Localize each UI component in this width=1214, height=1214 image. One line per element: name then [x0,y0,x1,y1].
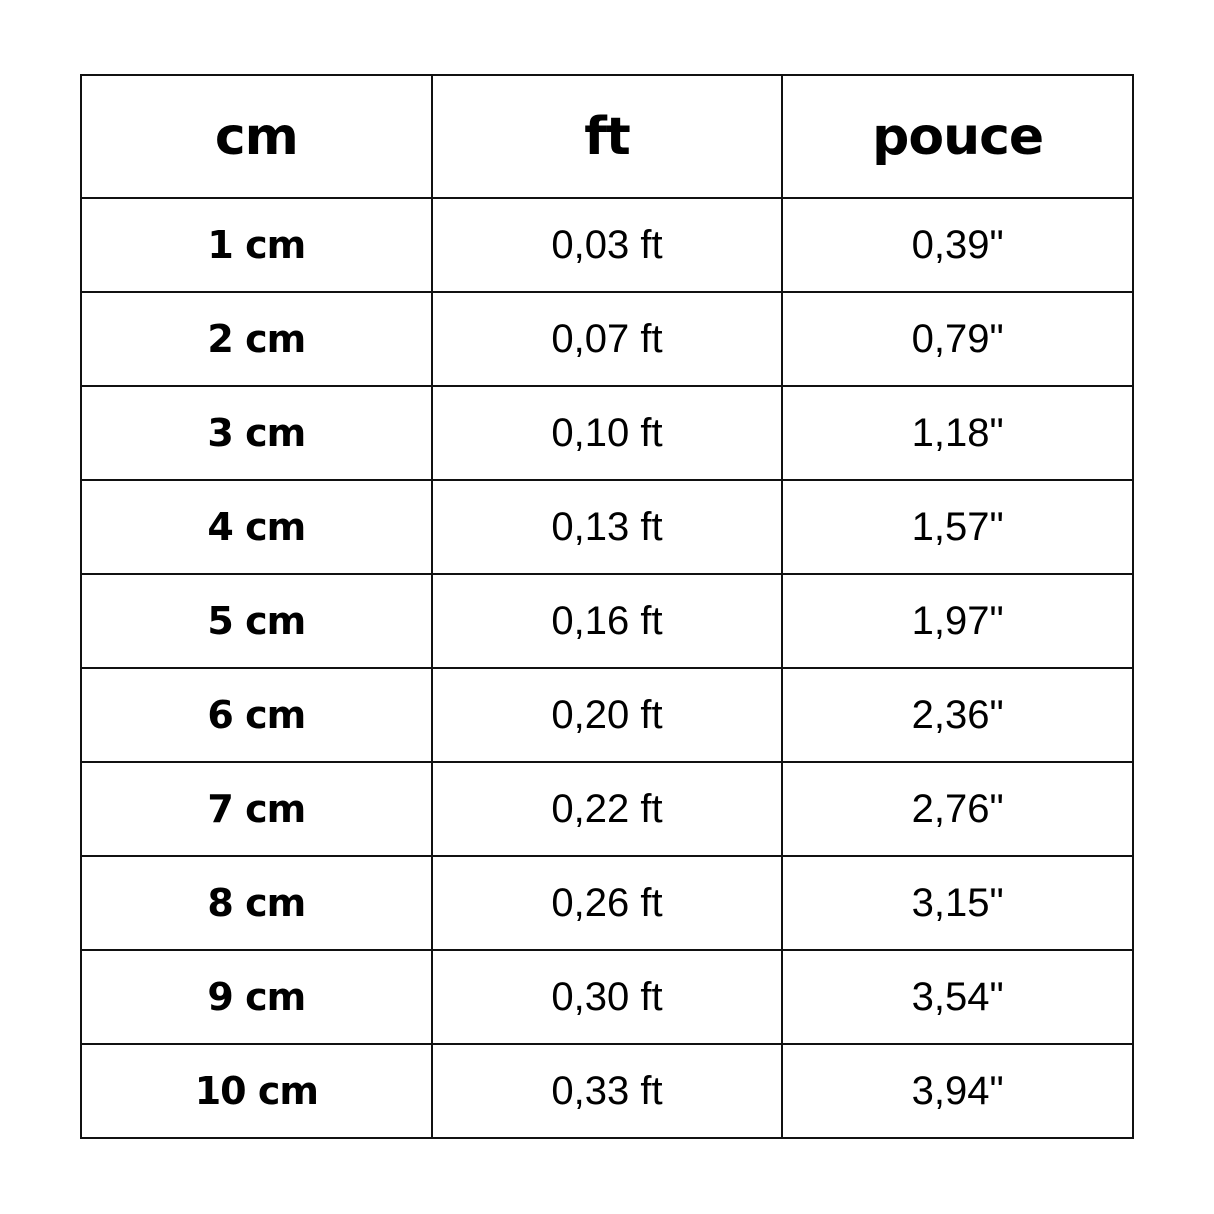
table-row: 6 cm 0,20 ft 2,36" [80,667,1134,763]
cell-pouce: 1,57" [781,479,1134,575]
cell-cm: 9 cm [80,949,433,1045]
cell-pouce: 3,54" [781,949,1134,1045]
cell-ft: 0,33 ft [430,1043,784,1139]
cell-cm: 10 cm [80,1043,433,1139]
cell-cm: 3 cm [80,385,433,481]
cell-cm: 2 cm [80,291,433,387]
cell-pouce: 2,76" [781,761,1134,857]
table-row: 1 cm 0,03 ft 0,39" [80,197,1134,293]
cell-cm: 6 cm [80,667,433,763]
conversion-table: cm ft pouce 1 cm 0,03 ft 0,39" 2 cm 0,07 ft 0… [80,74,1134,1139]
table-row: 9 cm 0,30 ft 3,54" [80,949,1134,1045]
cell-cm: 5 cm [80,573,433,669]
table-body: 1 cm 0,03 ft 0,39" 2 cm 0,07 ft 0,79" 3 cm 0,10… [80,197,1134,1139]
cell-pouce: 1,97" [781,573,1134,669]
table-row: 3 cm 0,10 ft 1,18" [80,385,1134,481]
cell-ft: 0,03 ft [430,197,784,293]
cell-pouce: 1,18" [781,385,1134,481]
header-cm: cm [80,74,433,199]
cell-pouce: 2,36" [781,667,1134,763]
cell-cm: 7 cm [80,761,433,857]
cell-ft: 0,30 ft [430,949,784,1045]
cell-pouce: 3,15" [781,855,1134,951]
cell-ft: 0,20 ft [430,667,784,763]
cell-ft: 0,13 ft [430,479,784,575]
header-pouce: pouce [781,74,1134,199]
cell-ft: 0,10 ft [430,385,784,481]
cell-ft: 0,16 ft [430,573,784,669]
header-row: cm ft pouce [80,74,1134,199]
table-row: 10 cm 0,33 ft 3,94" [80,1043,1134,1139]
cell-ft: 0,07 ft [430,291,784,387]
cell-pouce: 0,79" [781,291,1134,387]
cell-cm: 1 cm [80,197,433,293]
table-row: 4 cm 0,13 ft 1,57" [80,479,1134,575]
table-row: 8 cm 0,26 ft 3,15" [80,855,1134,951]
header-ft: ft [430,74,784,199]
cell-cm: 8 cm [80,855,433,951]
table-row: 5 cm 0,16 ft 1,97" [80,573,1134,669]
cell-cm: 4 cm [80,479,433,575]
table-row: 2 cm 0,07 ft 0,79" [80,291,1134,387]
cell-pouce: 3,94" [781,1043,1134,1139]
cell-ft: 0,22 ft [430,761,784,857]
cell-pouce: 0,39" [781,197,1134,293]
cell-ft: 0,26 ft [430,855,784,951]
table-row: 7 cm 0,22 ft 2,76" [80,761,1134,857]
